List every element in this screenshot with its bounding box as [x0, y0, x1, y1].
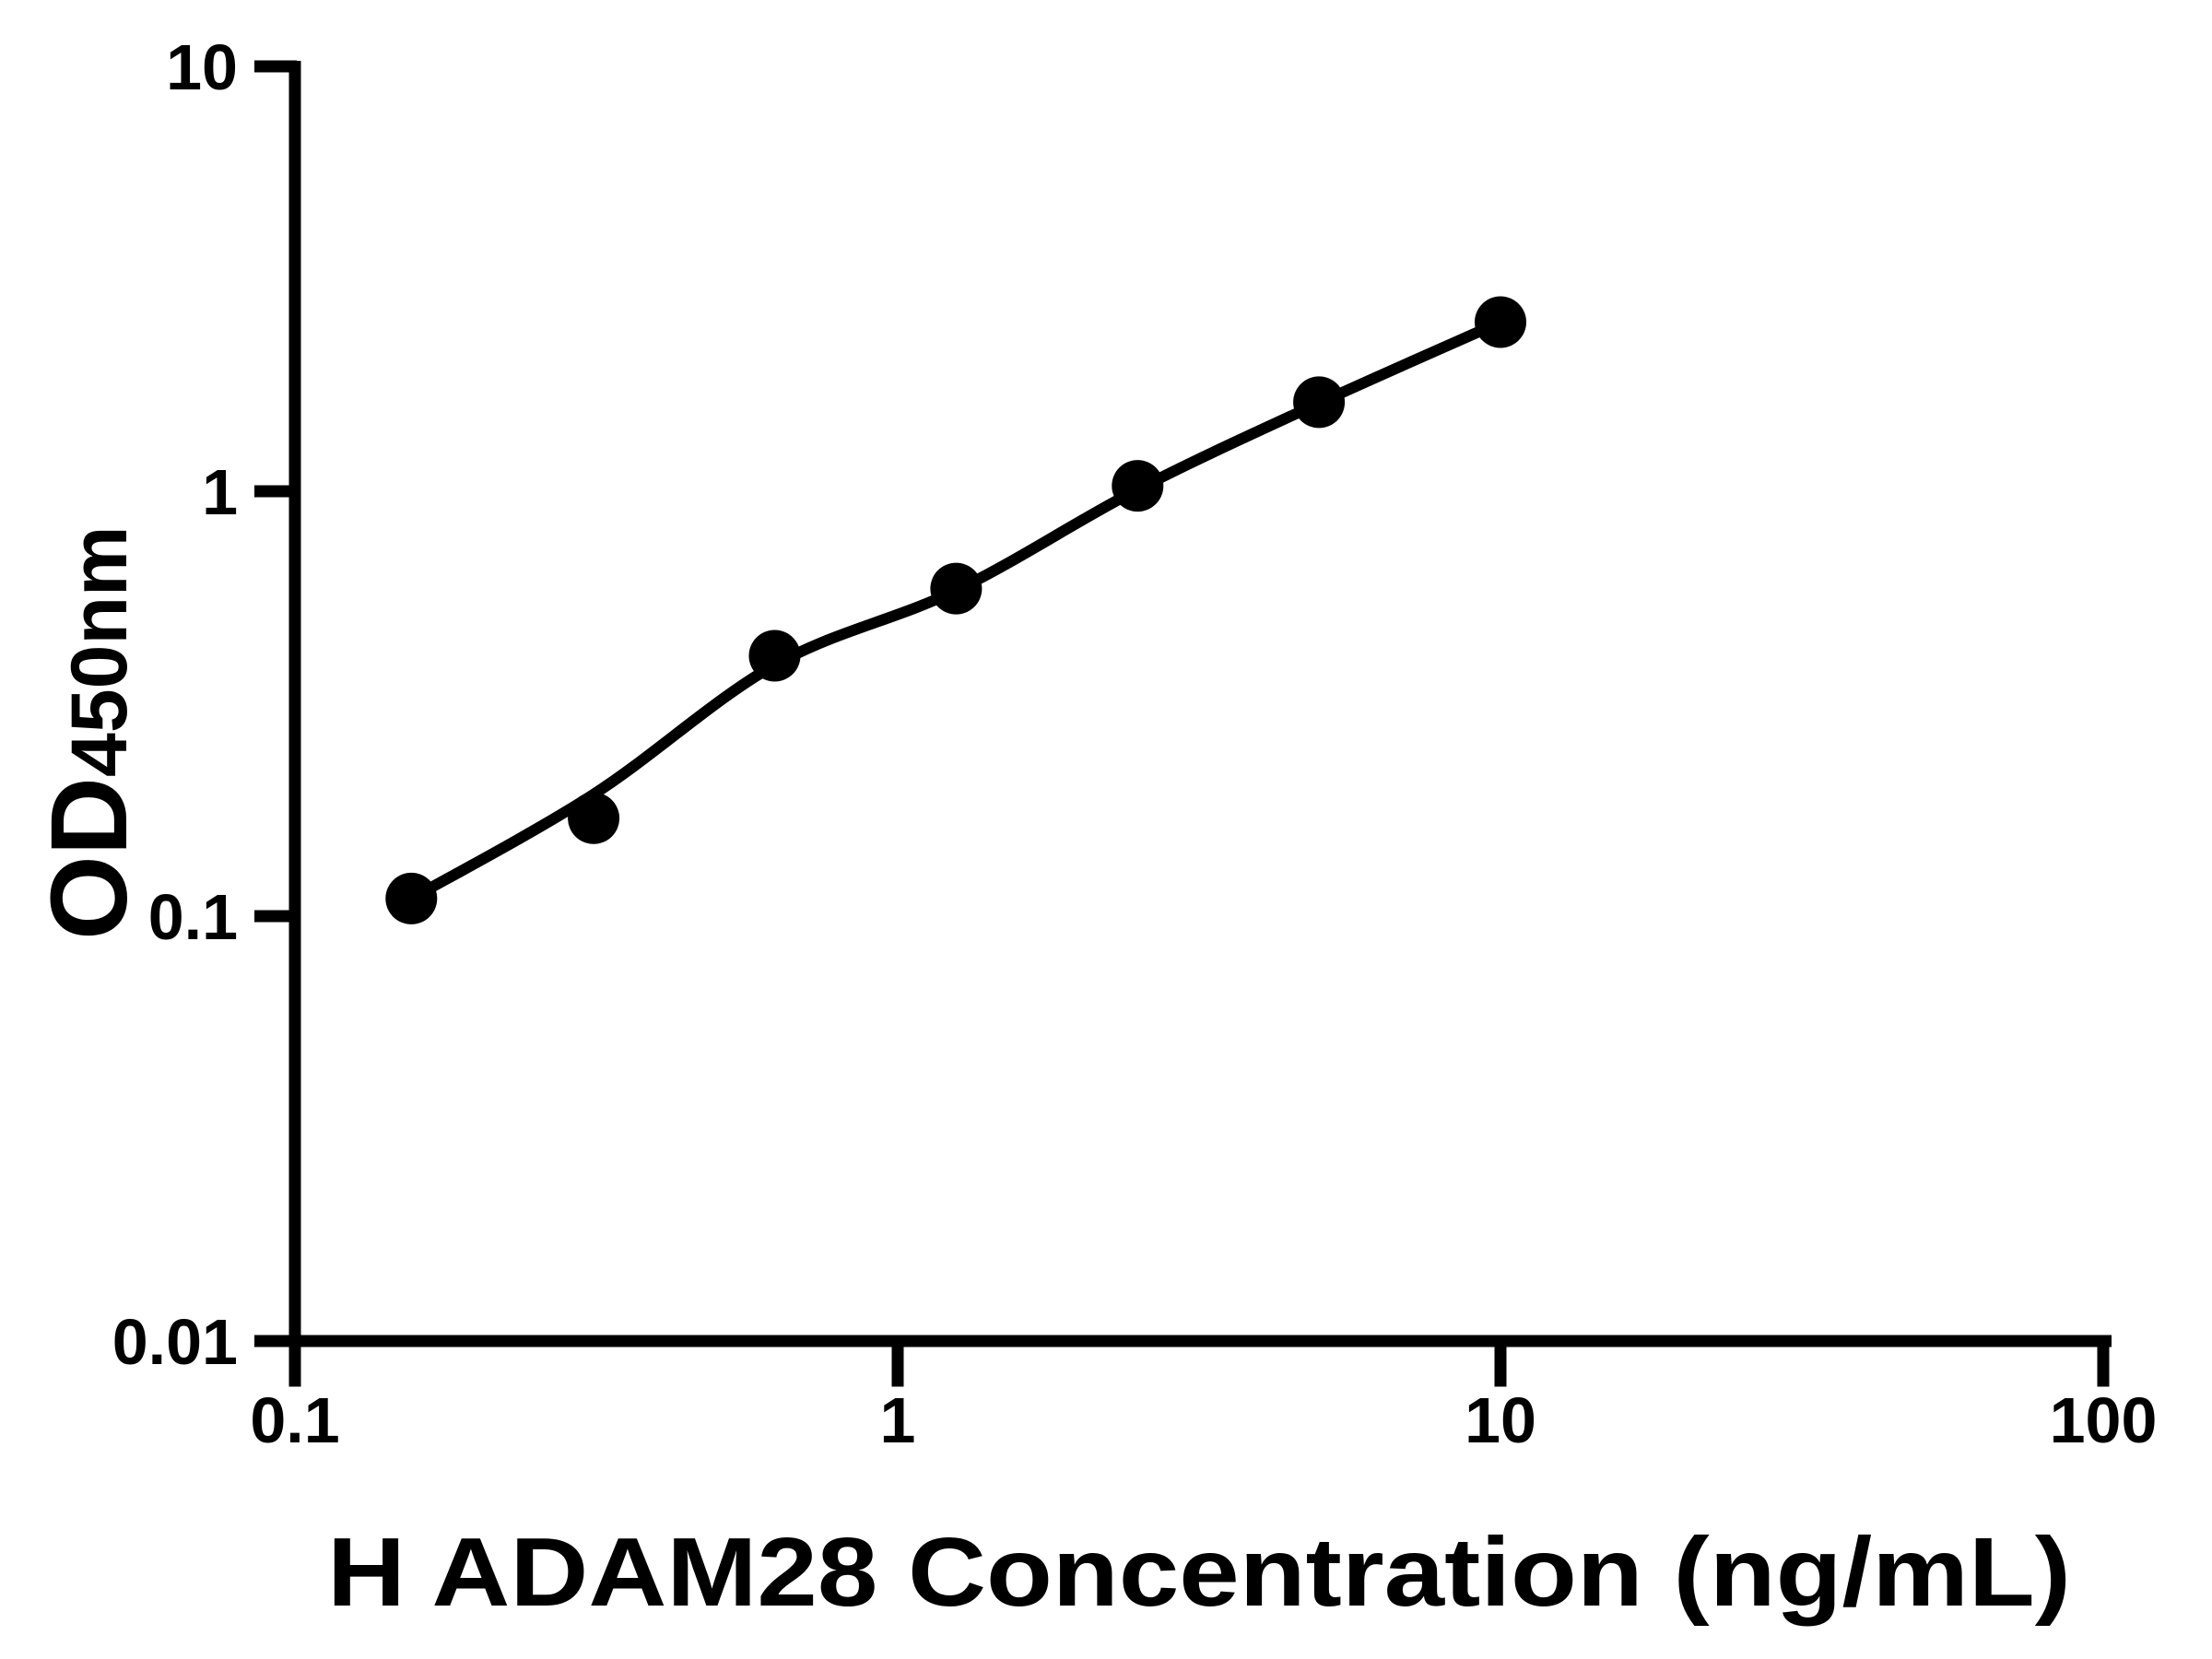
y-tick-label: 0.01 — [112, 1306, 238, 1378]
y-axis-title: OD450nm — [29, 526, 150, 941]
x-axis-title: H ADAM28 Concentration (ng/mL) — [327, 1518, 2071, 1627]
y-axis-title-main: OD — [29, 777, 150, 940]
x-tick-label: 10 — [1465, 1384, 1536, 1456]
y-tick-label: 10 — [166, 31, 238, 103]
data-point — [1475, 296, 1526, 348]
data-point — [568, 792, 620, 844]
x-tick-label: 1 — [880, 1384, 916, 1456]
data-point — [1112, 460, 1164, 512]
data-point — [385, 872, 438, 924]
x-tick-label: 100 — [2050, 1384, 2158, 1456]
y-tick-label: 1 — [202, 456, 238, 528]
data-point — [930, 562, 982, 615]
x-tick-label: 0.1 — [250, 1384, 339, 1456]
y-axis-title-sub: 450nm — [55, 526, 144, 778]
data-point — [748, 629, 801, 682]
y-tick-label: 0.1 — [148, 881, 238, 953]
data-point — [1293, 376, 1346, 429]
